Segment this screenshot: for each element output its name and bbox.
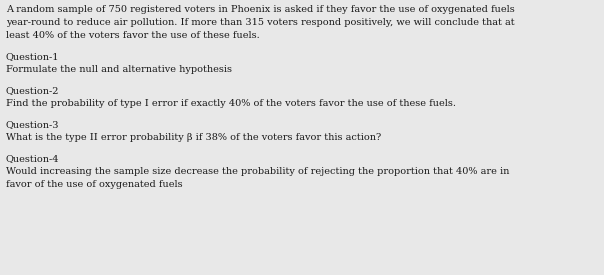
Text: Formulate the null and alternative hypothesis: Formulate the null and alternative hypot… bbox=[6, 65, 232, 74]
Text: least 40% of the voters favor the use of these fuels.: least 40% of the voters favor the use of… bbox=[6, 31, 260, 40]
Text: Would increasing the sample size decrease the probability of rejecting the propo: Would increasing the sample size decreas… bbox=[6, 167, 509, 176]
Text: Question-3: Question-3 bbox=[6, 120, 60, 129]
Text: What is the type II error probability β if 38% of the voters favor this action?: What is the type II error probability β … bbox=[6, 133, 381, 142]
Text: favor of the use of oxygenated fuels: favor of the use of oxygenated fuels bbox=[6, 180, 182, 189]
Text: Question-2: Question-2 bbox=[6, 86, 60, 95]
Text: Question-4: Question-4 bbox=[6, 154, 60, 163]
Text: Question-1: Question-1 bbox=[6, 52, 60, 61]
Text: Find the probability of type I error if exactly 40% of the voters favor the use : Find the probability of type I error if … bbox=[6, 99, 456, 108]
Text: year-round to reduce air pollution. If more than 315 voters respond positively, : year-round to reduce air pollution. If m… bbox=[6, 18, 515, 27]
Text: A random sample of 750 registered voters in Phoenix is asked if they favor the u: A random sample of 750 registered voters… bbox=[6, 5, 515, 14]
